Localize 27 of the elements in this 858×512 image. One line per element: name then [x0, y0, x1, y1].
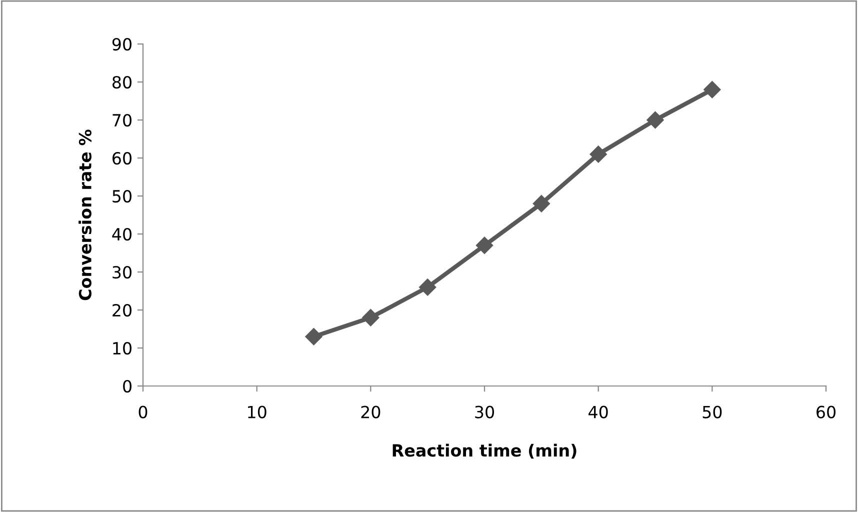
x-tick-label: 40: [588, 406, 608, 418]
x-tick-label: 60: [816, 406, 836, 418]
y-tick-label: 30: [112, 266, 132, 279]
x-tick-label: 30: [475, 406, 494, 418]
y-tick-label: 90: [112, 38, 132, 51]
point: [646, 111, 664, 129]
x-tick-label: 50: [702, 406, 722, 418]
x-tick-label: 10: [248, 406, 266, 418]
y-tick-label: 40: [112, 228, 132, 241]
point: [704, 81, 721, 98]
point: [362, 309, 380, 326]
point: [419, 278, 436, 296]
point: [305, 328, 322, 346]
y-tick-label: 60: [112, 152, 132, 165]
x-axis-title: Reaction time (min): [392, 444, 576, 459]
y-tick-label: 0: [123, 380, 132, 393]
y-axis-title: Conversion rate %: [78, 130, 92, 300]
point: [532, 195, 550, 212]
y-tick-label: 10: [113, 342, 132, 355]
y-tick-label: 20: [112, 304, 132, 317]
point: [476, 236, 494, 254]
x-tick-label: 0: [138, 406, 148, 418]
y-tick-label: 50: [112, 190, 132, 203]
y-tick-label: 80: [112, 76, 132, 89]
point: [590, 146, 607, 163]
x-tick-label: 20: [361, 406, 380, 418]
y-tick-label: 70: [112, 114, 132, 127]
